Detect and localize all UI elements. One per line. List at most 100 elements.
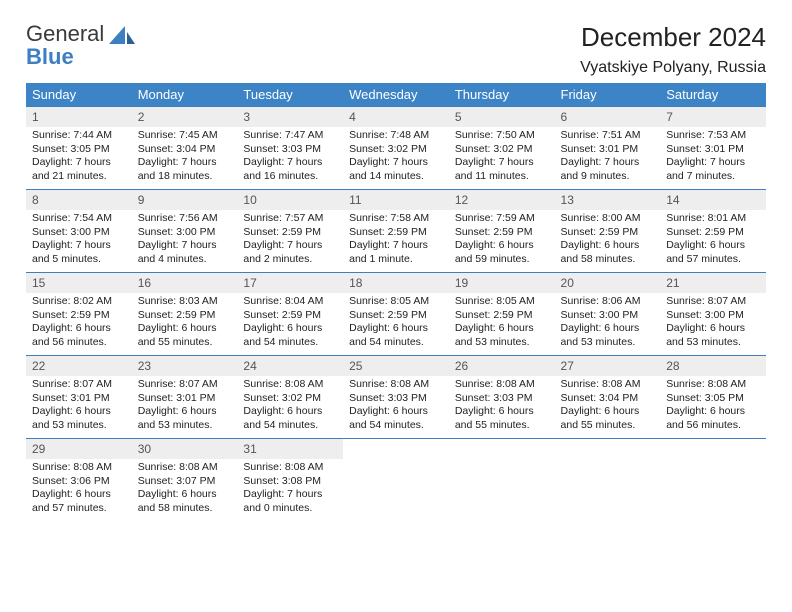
day-daylight2: and 16 minutes. — [243, 170, 337, 184]
day-number: 22 — [26, 356, 132, 376]
day-daylight2: and 18 minutes. — [138, 170, 232, 184]
day-content: Sunrise: 8:02 AMSunset: 2:59 PMDaylight:… — [26, 293, 132, 354]
day-daylight1: Daylight: 6 hours — [455, 239, 549, 253]
day-daylight1: Daylight: 7 hours — [455, 156, 549, 170]
weekday-header-row: Sunday Monday Tuesday Wednesday Thursday… — [26, 83, 766, 107]
day-daylight2: and 9 minutes. — [561, 170, 655, 184]
day-sunrise: Sunrise: 8:05 AM — [349, 295, 443, 309]
day-content: Sunrise: 8:05 AMSunset: 2:59 PMDaylight:… — [343, 293, 449, 354]
day-daylight2: and 57 minutes. — [32, 502, 126, 516]
day-daylight2: and 56 minutes. — [666, 419, 760, 433]
day-cell — [555, 439, 661, 522]
day-sunrise: Sunrise: 7:47 AM — [243, 129, 337, 143]
day-sunset: Sunset: 2:59 PM — [243, 309, 337, 323]
day-cell: 10Sunrise: 7:57 AMSunset: 2:59 PMDayligh… — [237, 190, 343, 273]
day-sunset: Sunset: 2:59 PM — [138, 309, 232, 323]
day-number: 15 — [26, 273, 132, 293]
day-sunrise: Sunrise: 8:01 AM — [666, 212, 760, 226]
day-daylight2: and 5 minutes. — [32, 253, 126, 267]
day-cell: 15Sunrise: 8:02 AMSunset: 2:59 PMDayligh… — [26, 273, 132, 356]
day-daylight1: Daylight: 7 hours — [243, 488, 337, 502]
day-content: Sunrise: 8:08 AMSunset: 3:03 PMDaylight:… — [449, 376, 555, 437]
day-daylight1: Daylight: 6 hours — [561, 322, 655, 336]
day-sunrise: Sunrise: 7:51 AM — [561, 129, 655, 143]
day-daylight1: Daylight: 6 hours — [138, 322, 232, 336]
day-daylight1: Daylight: 6 hours — [561, 239, 655, 253]
week-row: 22Sunrise: 8:07 AMSunset: 3:01 PMDayligh… — [26, 356, 766, 439]
day-cell: 3Sunrise: 7:47 AMSunset: 3:03 PMDaylight… — [237, 107, 343, 190]
day-number: 23 — [132, 356, 238, 376]
day-content: Sunrise: 7:53 AMSunset: 3:01 PMDaylight:… — [660, 127, 766, 188]
day-sunrise: Sunrise: 8:08 AM — [138, 461, 232, 475]
day-sunset: Sunset: 3:01 PM — [32, 392, 126, 406]
day-daylight1: Daylight: 6 hours — [243, 405, 337, 419]
day-daylight1: Daylight: 7 hours — [243, 156, 337, 170]
day-cell: 22Sunrise: 8:07 AMSunset: 3:01 PMDayligh… — [26, 356, 132, 439]
day-sunrise: Sunrise: 8:04 AM — [243, 295, 337, 309]
day-content: Sunrise: 8:07 AMSunset: 3:01 PMDaylight:… — [26, 376, 132, 437]
day-daylight1: Daylight: 6 hours — [349, 405, 443, 419]
col-sunday: Sunday — [26, 83, 132, 107]
day-sunset: Sunset: 3:00 PM — [666, 309, 760, 323]
day-sunset: Sunset: 2:59 PM — [561, 226, 655, 240]
day-content: Sunrise: 7:47 AMSunset: 3:03 PMDaylight:… — [237, 127, 343, 188]
day-sunset: Sunset: 3:08 PM — [243, 475, 337, 489]
day-daylight2: and 54 minutes. — [243, 336, 337, 350]
day-content: Sunrise: 7:48 AMSunset: 3:02 PMDaylight:… — [343, 127, 449, 188]
day-sunrise: Sunrise: 8:08 AM — [666, 378, 760, 392]
day-daylight1: Daylight: 6 hours — [138, 405, 232, 419]
week-row: 29Sunrise: 8:08 AMSunset: 3:06 PMDayligh… — [26, 439, 766, 522]
day-cell: 2Sunrise: 7:45 AMSunset: 3:04 PMDaylight… — [132, 107, 238, 190]
day-daylight1: Daylight: 6 hours — [32, 405, 126, 419]
day-sunset: Sunset: 3:04 PM — [561, 392, 655, 406]
day-daylight1: Daylight: 7 hours — [561, 156, 655, 170]
day-sunset: Sunset: 3:07 PM — [138, 475, 232, 489]
day-number: 16 — [132, 273, 238, 293]
day-cell — [660, 439, 766, 522]
day-cell — [449, 439, 555, 522]
day-number: 2 — [132, 107, 238, 127]
day-daylight2: and 53 minutes. — [561, 336, 655, 350]
day-sunrise: Sunrise: 7:45 AM — [138, 129, 232, 143]
day-sunset: Sunset: 3:04 PM — [138, 143, 232, 157]
day-daylight1: Daylight: 6 hours — [561, 405, 655, 419]
day-cell: 20Sunrise: 8:06 AMSunset: 3:00 PMDayligh… — [555, 273, 661, 356]
day-daylight1: Daylight: 6 hours — [138, 488, 232, 502]
day-sunrise: Sunrise: 8:08 AM — [32, 461, 126, 475]
day-daylight1: Daylight: 7 hours — [32, 156, 126, 170]
day-daylight2: and 14 minutes. — [349, 170, 443, 184]
location-label: Vyatskiye Polyany, Russia — [580, 59, 766, 77]
day-daylight2: and 54 minutes. — [349, 336, 443, 350]
day-sunset: Sunset: 3:00 PM — [561, 309, 655, 323]
day-cell: 4Sunrise: 7:48 AMSunset: 3:02 PMDaylight… — [343, 107, 449, 190]
day-cell: 19Sunrise: 8:05 AMSunset: 2:59 PMDayligh… — [449, 273, 555, 356]
day-cell: 29Sunrise: 8:08 AMSunset: 3:06 PMDayligh… — [26, 439, 132, 522]
day-daylight2: and 57 minutes. — [666, 253, 760, 267]
day-daylight2: and 55 minutes. — [455, 419, 549, 433]
day-daylight2: and 58 minutes. — [561, 253, 655, 267]
day-daylight1: Daylight: 6 hours — [666, 322, 760, 336]
logo-text-line2: Blue — [26, 45, 104, 68]
day-cell: 6Sunrise: 7:51 AMSunset: 3:01 PMDaylight… — [555, 107, 661, 190]
day-content: Sunrise: 8:08 AMSunset: 3:02 PMDaylight:… — [237, 376, 343, 437]
day-sunset: Sunset: 3:02 PM — [349, 143, 443, 157]
day-daylight2: and 53 minutes. — [32, 419, 126, 433]
title-block: December 2024 Vyatskiye Polyany, Russia — [580, 22, 766, 83]
day-content: Sunrise: 7:45 AMSunset: 3:04 PMDaylight:… — [132, 127, 238, 188]
day-sunrise: Sunrise: 7:53 AM — [666, 129, 760, 143]
day-content: Sunrise: 8:08 AMSunset: 3:07 PMDaylight:… — [132, 459, 238, 520]
day-sunrise: Sunrise: 7:59 AM — [455, 212, 549, 226]
day-daylight1: Daylight: 6 hours — [243, 322, 337, 336]
day-content: Sunrise: 7:59 AMSunset: 2:59 PMDaylight:… — [449, 210, 555, 271]
day-daylight1: Daylight: 7 hours — [32, 239, 126, 253]
day-daylight1: Daylight: 6 hours — [455, 405, 549, 419]
col-thursday: Thursday — [449, 83, 555, 107]
day-sunrise: Sunrise: 8:07 AM — [666, 295, 760, 309]
day-sunset: Sunset: 2:59 PM — [666, 226, 760, 240]
day-number: 30 — [132, 439, 238, 459]
day-daylight2: and 55 minutes. — [138, 336, 232, 350]
day-sunset: Sunset: 2:59 PM — [349, 226, 443, 240]
day-number: 7 — [660, 107, 766, 127]
day-cell: 23Sunrise: 8:07 AMSunset: 3:01 PMDayligh… — [132, 356, 238, 439]
day-content: Sunrise: 7:57 AMSunset: 2:59 PMDaylight:… — [237, 210, 343, 271]
